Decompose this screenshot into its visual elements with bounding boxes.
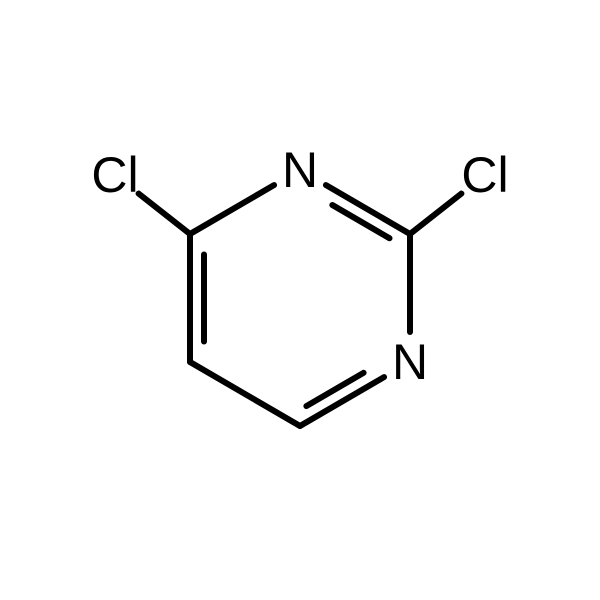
bond-line [139, 194, 190, 234]
bond-line [190, 362, 300, 426]
bond-line [332, 205, 389, 238]
atom-label-n: N [282, 142, 318, 198]
atom-label-cl: Cl [91, 147, 138, 203]
bond-line [306, 373, 363, 406]
atom-label-n: N [392, 334, 428, 390]
molecule-canvas: N N Cl Cl [0, 0, 600, 600]
atom-label-cl: Cl [461, 147, 508, 203]
bond-line [410, 194, 461, 234]
bond-line [190, 185, 274, 234]
